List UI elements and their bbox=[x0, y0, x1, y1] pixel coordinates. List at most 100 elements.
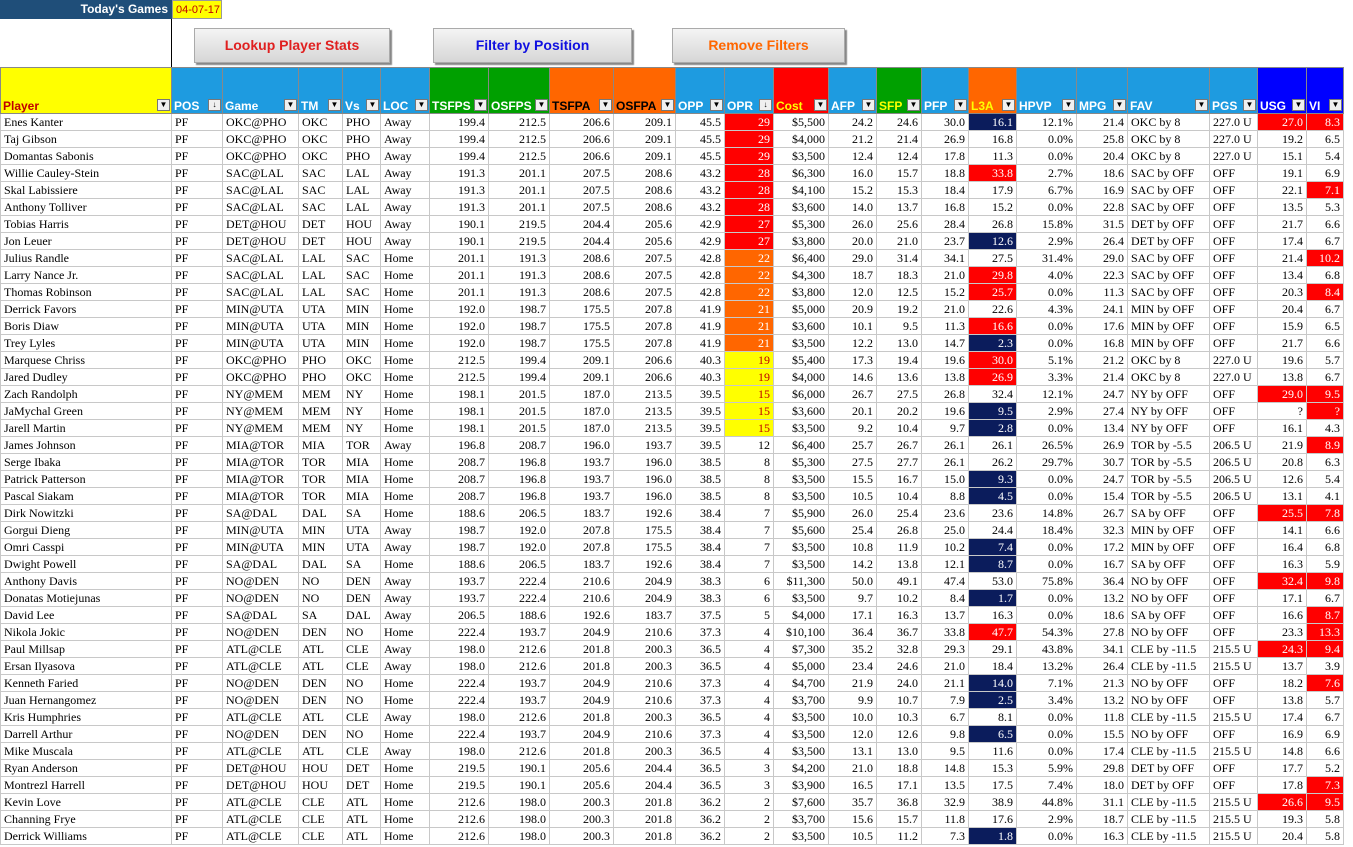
cell-cost[interactable]: $3,500 bbox=[773, 708, 829, 726]
cell-sfp[interactable]: 10.4 bbox=[876, 487, 922, 505]
cell-vi[interactable]: 6.6 bbox=[1306, 334, 1344, 352]
cell-l3a[interactable]: 27.5 bbox=[968, 249, 1017, 267]
table-row[interactable]: Juan Hernangomez PF NO@DEN DEN NO Home 222.4 19… bbox=[0, 691, 1344, 709]
date-cell[interactable]: 04-07-17 bbox=[172, 0, 222, 19]
cell-pfp[interactable]: 8.4 bbox=[921, 589, 969, 607]
cell-pfp[interactable]: 26.8 bbox=[921, 385, 969, 403]
cell-afp[interactable]: 20.9 bbox=[828, 300, 877, 318]
cell-sfp[interactable]: 12.4 bbox=[876, 147, 922, 165]
cell-tsfpa[interactable]: 208.6 bbox=[549, 283, 614, 301]
cell-game[interactable]: ATL@CLE bbox=[222, 793, 299, 811]
cell-loc[interactable]: Home bbox=[380, 827, 430, 845]
cell-pfp[interactable]: 7.3 bbox=[921, 827, 969, 845]
cell-tsfps[interactable]: 212.6 bbox=[429, 793, 489, 811]
cell-cost[interactable]: $3,500 bbox=[773, 827, 829, 845]
cell-opr[interactable]: 15 bbox=[724, 419, 774, 437]
cell-usg[interactable]: 18.2 bbox=[1257, 674, 1307, 692]
cell-vi[interactable]: 8.7 bbox=[1306, 606, 1344, 624]
cell-pos[interactable]: PF bbox=[171, 351, 223, 369]
cell-l3a[interactable]: 26.2 bbox=[968, 453, 1017, 471]
cell-game[interactable]: MIN@UTA bbox=[222, 334, 299, 352]
cell-tsfpa[interactable]: 201.8 bbox=[549, 640, 614, 658]
cell-game[interactable]: OKC@PHO bbox=[222, 113, 299, 131]
cell-loc[interactable]: Home bbox=[380, 793, 430, 811]
cell-pgs[interactable]: 227.0 U bbox=[1209, 351, 1258, 369]
cell-pgs[interactable]: OFF bbox=[1209, 623, 1258, 641]
cell-afp[interactable]: 14.2 bbox=[828, 555, 877, 573]
cell-mpg[interactable]: 18.0 bbox=[1076, 776, 1128, 794]
cell-sfp[interactable]: 9.5 bbox=[876, 317, 922, 335]
cell-tsfpa[interactable]: 205.6 bbox=[549, 759, 614, 777]
cell-hpvp[interactable]: 0.0% bbox=[1016, 283, 1077, 301]
cell-tsfpa[interactable]: 193.7 bbox=[549, 470, 614, 488]
cell-mpg[interactable]: 22.8 bbox=[1076, 198, 1128, 216]
cell-afp[interactable]: 12.0 bbox=[828, 283, 877, 301]
cell-opp[interactable]: 40.3 bbox=[675, 368, 725, 386]
column-header-l3a[interactable]: L3A ▼ bbox=[968, 67, 1017, 114]
cell-player[interactable]: James Johnson bbox=[0, 436, 172, 454]
cell-pos[interactable]: PF bbox=[171, 232, 223, 250]
cell-osfps[interactable]: 206.5 bbox=[488, 555, 550, 573]
cell-tsfpa[interactable]: 204.9 bbox=[549, 691, 614, 709]
cell-cost[interactable]: $3,500 bbox=[773, 538, 829, 556]
cell-pos[interactable]: PF bbox=[171, 249, 223, 267]
cell-osfps[interactable]: 198.7 bbox=[488, 300, 550, 318]
cell-osfpa[interactable]: 213.5 bbox=[613, 402, 676, 420]
cell-usg[interactable]: 15.1 bbox=[1257, 147, 1307, 165]
cell-pfp[interactable]: 32.9 bbox=[921, 793, 969, 811]
cell-player[interactable]: Serge Ibaka bbox=[0, 453, 172, 471]
cell-pfp[interactable]: 21.1 bbox=[921, 674, 969, 692]
table-row[interactable]: Dirk Nowitzki PF SA@DAL DAL SA Home 188.6 206.5… bbox=[0, 504, 1344, 522]
cell-usg[interactable]: 16.6 bbox=[1257, 606, 1307, 624]
cell-vs[interactable]: SAC bbox=[342, 266, 381, 284]
cell-osfps[interactable]: 198.7 bbox=[488, 334, 550, 352]
cell-pgs[interactable]: OFF bbox=[1209, 521, 1258, 539]
cell-loc[interactable]: Home bbox=[380, 674, 430, 692]
cell-cost[interactable]: $5,000 bbox=[773, 657, 829, 675]
filter-dropdown-icon[interactable]: ▼ bbox=[599, 99, 612, 111]
cell-pgs[interactable]: 227.0 U bbox=[1209, 113, 1258, 131]
cell-afp[interactable]: 10.1 bbox=[828, 317, 877, 335]
cell-game[interactable]: DET@HOU bbox=[222, 776, 299, 794]
cell-tsfpa[interactable]: 175.5 bbox=[549, 300, 614, 318]
cell-osfpa[interactable]: 200.3 bbox=[613, 640, 676, 658]
cell-tsfps[interactable]: 190.1 bbox=[429, 232, 489, 250]
cell-pgs[interactable]: 215.5 U bbox=[1209, 810, 1258, 828]
cell-loc[interactable]: Away bbox=[380, 708, 430, 726]
cell-opr[interactable]: 4 bbox=[724, 657, 774, 675]
cell-fav[interactable]: NO by OFF bbox=[1127, 589, 1210, 607]
cell-opp[interactable]: 36.2 bbox=[675, 827, 725, 845]
cell-opp[interactable]: 38.3 bbox=[675, 589, 725, 607]
column-header-fav[interactable]: FAV ▼ bbox=[1127, 67, 1210, 114]
cell-loc[interactable]: Home bbox=[380, 470, 430, 488]
cell-tm[interactable]: HOU bbox=[298, 759, 343, 777]
cell-osfps[interactable]: 201.5 bbox=[488, 402, 550, 420]
cell-pos[interactable]: PF bbox=[171, 725, 223, 743]
cell-pgs[interactable]: OFF bbox=[1209, 674, 1258, 692]
cell-pgs[interactable]: OFF bbox=[1209, 555, 1258, 573]
cell-pfp[interactable]: 8.8 bbox=[921, 487, 969, 505]
cell-usg[interactable]: 23.3 bbox=[1257, 623, 1307, 641]
cell-pgs[interactable]: OFF bbox=[1209, 419, 1258, 437]
cell-opr[interactable]: 7 bbox=[724, 521, 774, 539]
cell-afp[interactable]: 9.7 bbox=[828, 589, 877, 607]
cell-osfps[interactable]: 201.5 bbox=[488, 385, 550, 403]
cell-fav[interactable]: TOR by -5.5 bbox=[1127, 470, 1210, 488]
cell-loc[interactable]: Away bbox=[380, 198, 430, 216]
cell-loc[interactable]: Home bbox=[380, 419, 430, 437]
cell-pos[interactable]: PF bbox=[171, 691, 223, 709]
cell-osfps[interactable]: 196.8 bbox=[488, 487, 550, 505]
cell-game[interactable]: ATL@CLE bbox=[222, 657, 299, 675]
cell-afp[interactable]: 12.2 bbox=[828, 334, 877, 352]
cell-hpvp[interactable]: 3.3% bbox=[1016, 368, 1077, 386]
cell-pos[interactable]: PF bbox=[171, 334, 223, 352]
cell-mpg[interactable]: 16.3 bbox=[1076, 827, 1128, 845]
cell-fav[interactable]: MIN by OFF bbox=[1127, 334, 1210, 352]
cell-vi[interactable]: 4.1 bbox=[1306, 487, 1344, 505]
cell-vi[interactable]: 8.4 bbox=[1306, 283, 1344, 301]
cell-usg[interactable]: 13.5 bbox=[1257, 198, 1307, 216]
cell-l3a[interactable]: 16.6 bbox=[968, 317, 1017, 335]
cell-tsfpa[interactable]: 200.3 bbox=[549, 810, 614, 828]
cell-mpg[interactable]: 26.9 bbox=[1076, 436, 1128, 454]
cell-vi[interactable]: 5.8 bbox=[1306, 827, 1344, 845]
